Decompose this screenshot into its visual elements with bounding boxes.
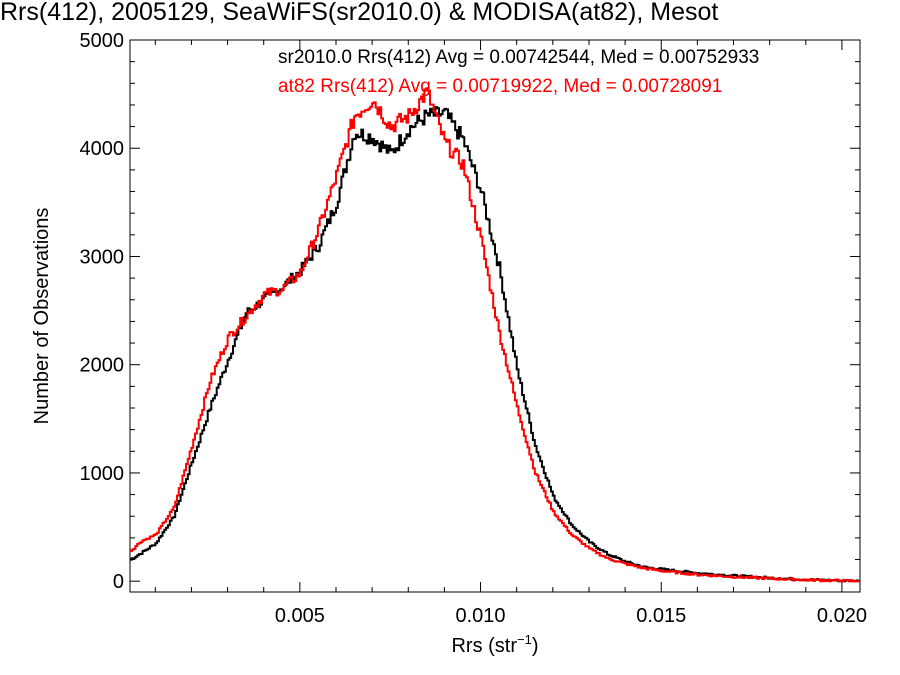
series-line-sr2010.0 (130, 106, 860, 583)
y-tick-label: 4000 (80, 138, 125, 160)
y-tick-label: 3000 (80, 246, 125, 268)
y-tick-label: 0 (113, 571, 124, 593)
y-tick-label: 1000 (80, 463, 125, 485)
x-tick-label: 0.020 (817, 605, 867, 627)
y-axis-label: Number of Observations (31, 208, 53, 425)
legend-entry-at82: at82 Rrs(412) Avg = 0.00719922, Med = 0.… (278, 76, 723, 97)
y-tick-label: 2000 (80, 355, 125, 377)
x-tick-label: 0.010 (456, 605, 506, 627)
x-axis-label: Rrs (str−1) (451, 632, 538, 657)
chart-title: Rrs(412), 2005129, SeaWiFS(sr2010.0) & M… (0, 0, 719, 26)
plot-frame (129, 39, 861, 593)
x-tick-label: 0.005 (275, 605, 325, 627)
x-tick-label: 0.015 (636, 605, 686, 627)
series-line-at82 (130, 87, 860, 583)
y-tick-label: 5000 (80, 30, 125, 52)
legend-entry-sr2010: sr2010.0 Rrs(412) Avg = 0.00742544, Med … (278, 47, 760, 68)
